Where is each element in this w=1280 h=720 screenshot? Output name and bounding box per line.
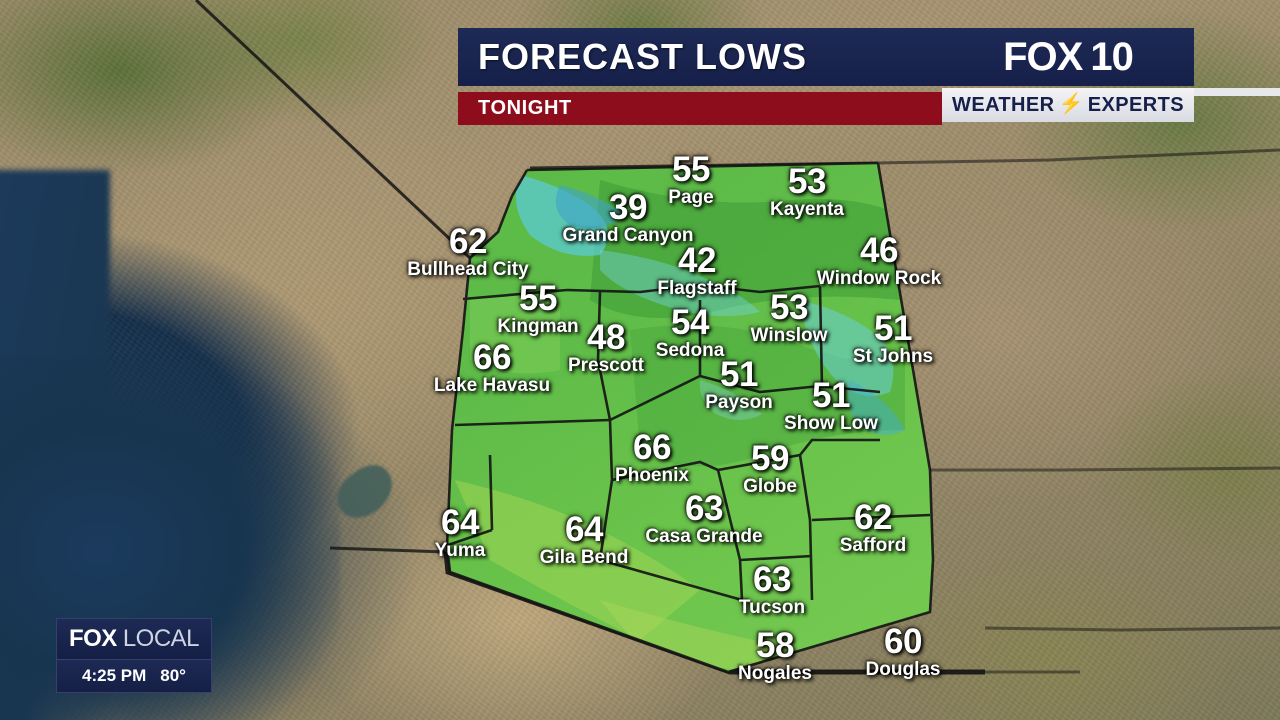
city-name: Lake Havasu [433, 375, 551, 396]
city-name: Phoenix [615, 465, 689, 486]
city-name: Casa Grande [645, 526, 763, 547]
city-name: Grand Canyon [562, 225, 694, 246]
lightning-bolt-icon: ⚡ [1058, 93, 1084, 115]
city-temp-label: 46 Window Rock [817, 233, 941, 288]
station-bug: FOX LOCAL 4:25 PM 80° [56, 618, 212, 693]
city-temp-label: 39 Grand Canyon [563, 190, 694, 245]
city-name: Kayenta [770, 199, 844, 220]
experts-word: EXPERTS [1087, 93, 1184, 116]
headline-banner: FORECAST LOWS [458, 28, 942, 86]
city-name: Gila Bend [539, 547, 629, 568]
city-name: Show Low [784, 413, 878, 434]
banner-tail-accent [1194, 88, 1280, 96]
temp-value: 58 [756, 626, 794, 665]
city-name: Page [668, 187, 714, 208]
temp-value: 53 [788, 162, 826, 201]
temp-value: 63 [753, 560, 791, 599]
fox-local-logo: FOX LOCAL [56, 618, 212, 660]
bug-fox-wordmark: FOX [68, 625, 117, 652]
temp-value: 62 [854, 498, 892, 537]
city-temp-label: 51 St Johns [853, 311, 933, 366]
weather-word: WEATHER [952, 93, 1055, 116]
city-temp-label: 64 Yuma [435, 505, 486, 560]
city-temp-label: 53 Winslow [751, 290, 828, 345]
city-temp-label: 63 Casa Grande [645, 491, 762, 546]
city-name: Sedona [655, 340, 725, 361]
current-time: 4:25 PM [82, 666, 147, 685]
city-name: Winslow [750, 325, 828, 346]
city-temp-label: 59 Globe [743, 441, 797, 496]
city-name: Nogales [738, 663, 812, 684]
city-name: Yuma [434, 540, 486, 561]
temp-value: 42 [678, 241, 716, 280]
city-name: Payson [705, 392, 773, 413]
channel-number: 10 [1090, 34, 1133, 79]
bug-clock-temp: 4:25 PM 80° [56, 660, 212, 693]
city-name: Kingman [497, 316, 579, 337]
city-name: Prescott [567, 355, 645, 376]
current-temperature: 80° [160, 666, 186, 685]
fox-wordmark: FOX [1003, 34, 1083, 79]
city-temp-label: 60 Douglas [866, 624, 941, 679]
city-temp-label: 63 Tucson [739, 562, 805, 617]
temp-value: 59 [751, 439, 789, 478]
city-name: St Johns [852, 346, 934, 367]
city-temp-label: 58 Nogales [738, 628, 812, 683]
city-temp-label: 66 Phoenix [615, 430, 689, 485]
city-temp-label: 51 Payson [705, 357, 773, 412]
city-name: Globe [743, 476, 797, 497]
headline-text: FORECAST LOWS [478, 36, 807, 77]
weather-experts-bar: WEATHER ⚡ EXPERTS [942, 88, 1194, 122]
city-name: Window Rock [816, 268, 942, 289]
temp-value: 64 [565, 510, 603, 549]
city-temp-label: 53 Kayenta [770, 164, 844, 219]
temp-value: 51 [720, 355, 758, 394]
temp-value: 51 [812, 376, 850, 415]
city-temp-label: 55 Kingman [497, 281, 578, 336]
temp-value: 60 [884, 622, 922, 661]
bug-local-wordmark: LOCAL [122, 625, 200, 652]
city-temp-label: 66 Lake Havasu [434, 340, 550, 395]
temp-value: 46 [860, 231, 898, 270]
fox10-logo: FOX 10 [942, 28, 1194, 86]
temp-value: 55 [672, 150, 710, 189]
subhead-text: TONIGHT [478, 97, 572, 119]
city-name: Douglas [865, 659, 941, 680]
city-temp-label: 48 Prescott [568, 320, 644, 375]
city-temp-label: 51 Show Low [784, 378, 878, 433]
city-temp-label: 54 Sedona [656, 305, 725, 360]
temp-value: 64 [441, 503, 479, 542]
temp-value: 63 [685, 489, 723, 528]
temp-value: 55 [519, 279, 557, 318]
city-temp-label: 42 Flagstaff [657, 243, 736, 298]
temp-value: 51 [874, 309, 912, 348]
city-name: Bullhead City [407, 259, 529, 280]
city-name: Tucson [738, 597, 806, 618]
temp-value: 53 [770, 288, 808, 327]
temp-value: 54 [671, 303, 709, 342]
city-name: Safford [839, 535, 907, 556]
city-name: Flagstaff [657, 278, 737, 299]
temp-value: 66 [633, 428, 671, 467]
city-temp-label: 62 Safford [840, 500, 907, 555]
temp-value: 39 [609, 188, 647, 227]
temp-value: 66 [473, 338, 511, 377]
city-temp-label: 64 Gila Bend [540, 512, 629, 567]
subhead-banner: TONIGHT [458, 92, 942, 125]
temp-value: 62 [449, 222, 487, 261]
city-temp-label: 55 Page [668, 152, 713, 207]
temp-value: 48 [587, 318, 625, 357]
city-temp-label: 62 Bullhead City [407, 224, 528, 279]
